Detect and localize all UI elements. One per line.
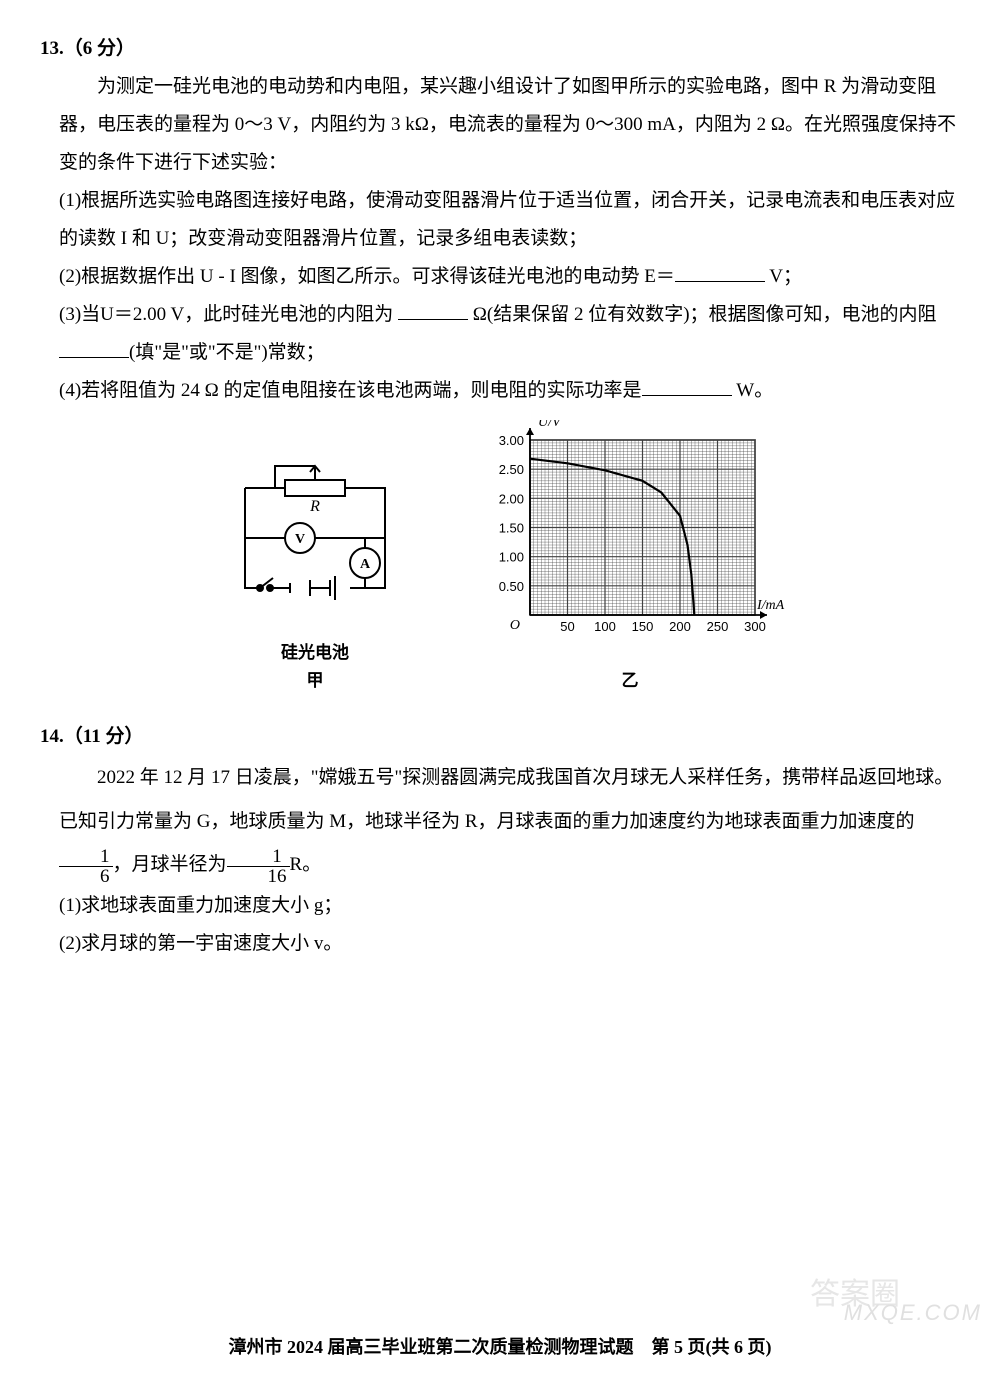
q14-header: 14.（11 分） — [40, 718, 960, 756]
q14-s1: (1)求地球表面重力加速度大小 g； — [59, 887, 960, 925]
frac-1-6: 16 — [59, 847, 113, 886]
svg-text:1.50: 1.50 — [499, 521, 524, 536]
svg-text:200: 200 — [669, 619, 691, 634]
question-13: 13.（6 分） 为测定一硅光电池的电动势和内电阻，某兴趣小组设计了如图甲所示的… — [40, 30, 960, 698]
svg-text:100: 100 — [594, 619, 616, 634]
svg-text:250: 250 — [707, 619, 729, 634]
q14-p1: 2022 年 12 月 17 日凌晨，"嫦娥五号"探测器圆满完成我国首次月球无人… — [59, 756, 960, 887]
q14-p1b: ，月球半径为 — [113, 854, 227, 875]
circuit-caption1: 硅光电池 — [215, 642, 415, 664]
circuit-diagram: R V A 硅光电池 甲 — [215, 458, 415, 698]
q13-p2: (1)根据所选实验电路图连接好电路，使滑动变阻器滑片位于适当位置，闭合开关，记录… — [59, 182, 960, 258]
page-footer: 漳州市 2024 届高三毕业班第二次质量检测物理试题 第 5 页(共 6 页) — [0, 1329, 1000, 1365]
svg-text:300: 300 — [744, 619, 766, 634]
svg-text:0.50: 0.50 — [499, 579, 524, 594]
blank-const — [59, 339, 129, 358]
q13-p4c: (填"是"或"不是")常数； — [129, 342, 325, 363]
ui-graph: 0.50 1.00 1.50 2.00 2.50 3.00 50 100 150 200 250 30… — [475, 420, 785, 698]
label-R: R — [309, 498, 320, 515]
q13-p4a: (3)当U＝2.00 V，此时硅光电池的内阻为 — [59, 304, 398, 325]
frac-1-16: 116 — [227, 847, 290, 886]
q13-p3a: (2)根据数据作出 U - I 图像，如图乙所示。可求得该硅光电池的电动势 E＝ — [59, 266, 675, 287]
svg-text:U/V: U/V — [538, 420, 562, 430]
circuit-caption2: 甲 — [215, 664, 415, 698]
q13-p5: (4)若将阻值为 24 Ω 的定值电阻接在该电池两端，则电阻的实际功率是 W。 — [59, 372, 960, 410]
blank-emf — [675, 263, 765, 282]
svg-text:2.50: 2.50 — [499, 462, 524, 477]
svg-text:3.00: 3.00 — [499, 433, 524, 448]
q14-p1c: R。 — [290, 854, 322, 875]
q13-p5b: W。 — [732, 380, 774, 401]
label-A: A — [360, 557, 371, 572]
graph-caption: 乙 — [475, 664, 785, 698]
q13-p4b: Ω(结果保留 2 位有效数字)；根据图像可知，电池的内阻 — [468, 304, 937, 325]
svg-text:1.00: 1.00 — [499, 550, 524, 565]
q13-header: 13.（6 分） — [40, 30, 960, 68]
q13-figures: R V A 硅光电池 甲 0.50 1.00 1.50 2.00 2.50 3.00 50 1… — [40, 420, 960, 698]
q13-p5a: (4)若将阻值为 24 Ω 的定值电阻接在该电池两端，则电阻的实际功率是 — [59, 380, 642, 401]
q14-s2: (2)求月球的第一宇宙速度大小 v。 — [59, 925, 960, 963]
svg-text:150: 150 — [632, 619, 654, 634]
svg-text:O: O — [510, 618, 520, 633]
svg-text:2.00: 2.00 — [499, 491, 524, 506]
q13-p3: (2)根据数据作出 U - I 图像，如图乙所示。可求得该硅光电池的电动势 E＝… — [59, 258, 960, 296]
question-14: 14.（11 分） 2022 年 12 月 17 日凌晨，"嫦娥五号"探测器圆满… — [40, 718, 960, 963]
q13-p1: 为测定一硅光电池的电动势和内电阻，某兴趣小组设计了如图甲所示的实验电路，图中 R… — [59, 68, 960, 182]
blank-p — [642, 377, 732, 396]
q13-p4: (3)当U＝2.00 V，此时硅光电池的内阻为 Ω(结果保留 2 位有效数字)；… — [59, 296, 960, 372]
blank-r — [398, 301, 468, 320]
svg-text:50: 50 — [560, 619, 574, 634]
q13-p3b: V； — [765, 266, 802, 287]
label-V: V — [295, 532, 305, 547]
q14-p1a: 2022 年 12 月 17 日凌晨，"嫦娥五号"探测器圆满完成我国首次月球无人… — [59, 767, 953, 832]
svg-text:I/mA: I/mA — [756, 598, 785, 613]
